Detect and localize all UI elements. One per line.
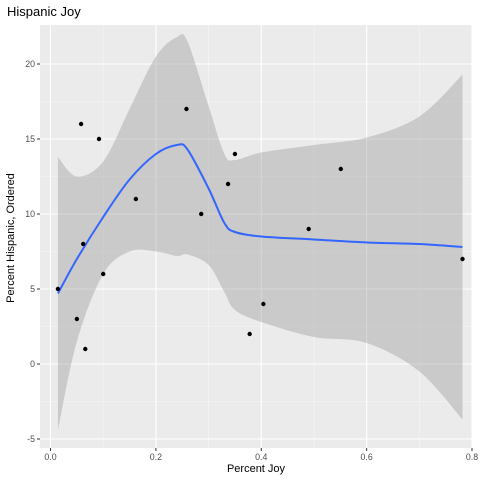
x-axis: 0.0 0.2 0.4 0.6 0.8 bbox=[44, 448, 478, 462]
data-point bbox=[184, 106, 189, 112]
data-point bbox=[133, 196, 139, 202]
y-tick-label: 20 bbox=[25, 59, 35, 69]
data-point bbox=[96, 136, 102, 142]
y-tick-label: -5 bbox=[27, 434, 35, 444]
y-tick-label: 5 bbox=[30, 284, 35, 294]
y-tick-label: 0 bbox=[30, 359, 35, 369]
y-tick-label: 15 bbox=[25, 134, 35, 144]
data-point bbox=[81, 241, 86, 247]
x-tick-label: 0.6 bbox=[361, 452, 373, 462]
x-axis-title: Percent Joy bbox=[227, 463, 286, 475]
y-axis: -5 0 5 10 15 20 bbox=[25, 59, 40, 444]
data-point bbox=[261, 301, 266, 307]
smooth-trend-line bbox=[57, 143, 463, 294]
data-point bbox=[78, 121, 84, 127]
data-point bbox=[55, 286, 61, 292]
minor-gridlines bbox=[40, 25, 472, 448]
data-point bbox=[225, 181, 231, 187]
data-point bbox=[199, 211, 204, 217]
chart-title: Hispanic Joy bbox=[7, 4, 81, 19]
data-point bbox=[247, 331, 252, 337]
x-tick-label: 0.8 bbox=[466, 452, 478, 462]
y-axis-title: Percent Hispanic, Ordered bbox=[5, 173, 17, 303]
data-point bbox=[74, 316, 80, 322]
data-point bbox=[338, 166, 344, 172]
x-tick-label: 0.2 bbox=[150, 452, 162, 462]
y-tick-label: 10 bbox=[25, 209, 35, 219]
data-point bbox=[101, 271, 106, 277]
data-point bbox=[232, 151, 238, 157]
data-point bbox=[460, 256, 465, 262]
x-tick-label: 0.0 bbox=[44, 452, 56, 462]
data-point bbox=[306, 226, 311, 232]
data-point bbox=[83, 346, 88, 352]
data-points bbox=[55, 106, 465, 352]
major-gridlines bbox=[40, 25, 473, 448]
x-tick-label: 0.4 bbox=[255, 452, 267, 462]
confidence-band bbox=[57, 34, 463, 430]
